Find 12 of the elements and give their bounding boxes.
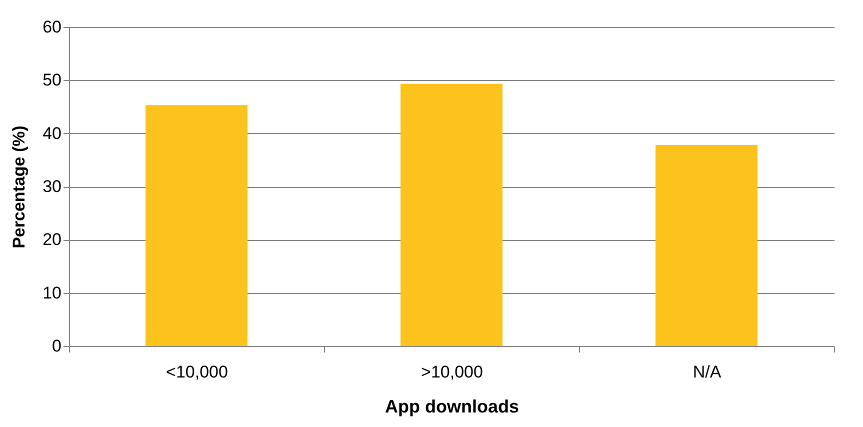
y-tick-label: 50 — [42, 70, 62, 90]
y-tick-label: 20 — [42, 230, 62, 250]
y-tick-label: 60 — [42, 18, 62, 36]
x-axis-title: App downloads — [385, 396, 519, 416]
x-tick-label: <10,000 — [166, 362, 228, 382]
y-tick-label: 10 — [42, 283, 62, 302]
x-tick-label: N/A — [692, 362, 722, 382]
y-tick-label: 30 — [42, 177, 62, 196]
x-tick-label: >10,000 — [421, 362, 483, 382]
y-tick-label: 40 — [42, 124, 62, 143]
y-tick-label: 0 — [52, 336, 62, 356]
y-axis-title: Percentage (%) — [10, 126, 29, 248]
